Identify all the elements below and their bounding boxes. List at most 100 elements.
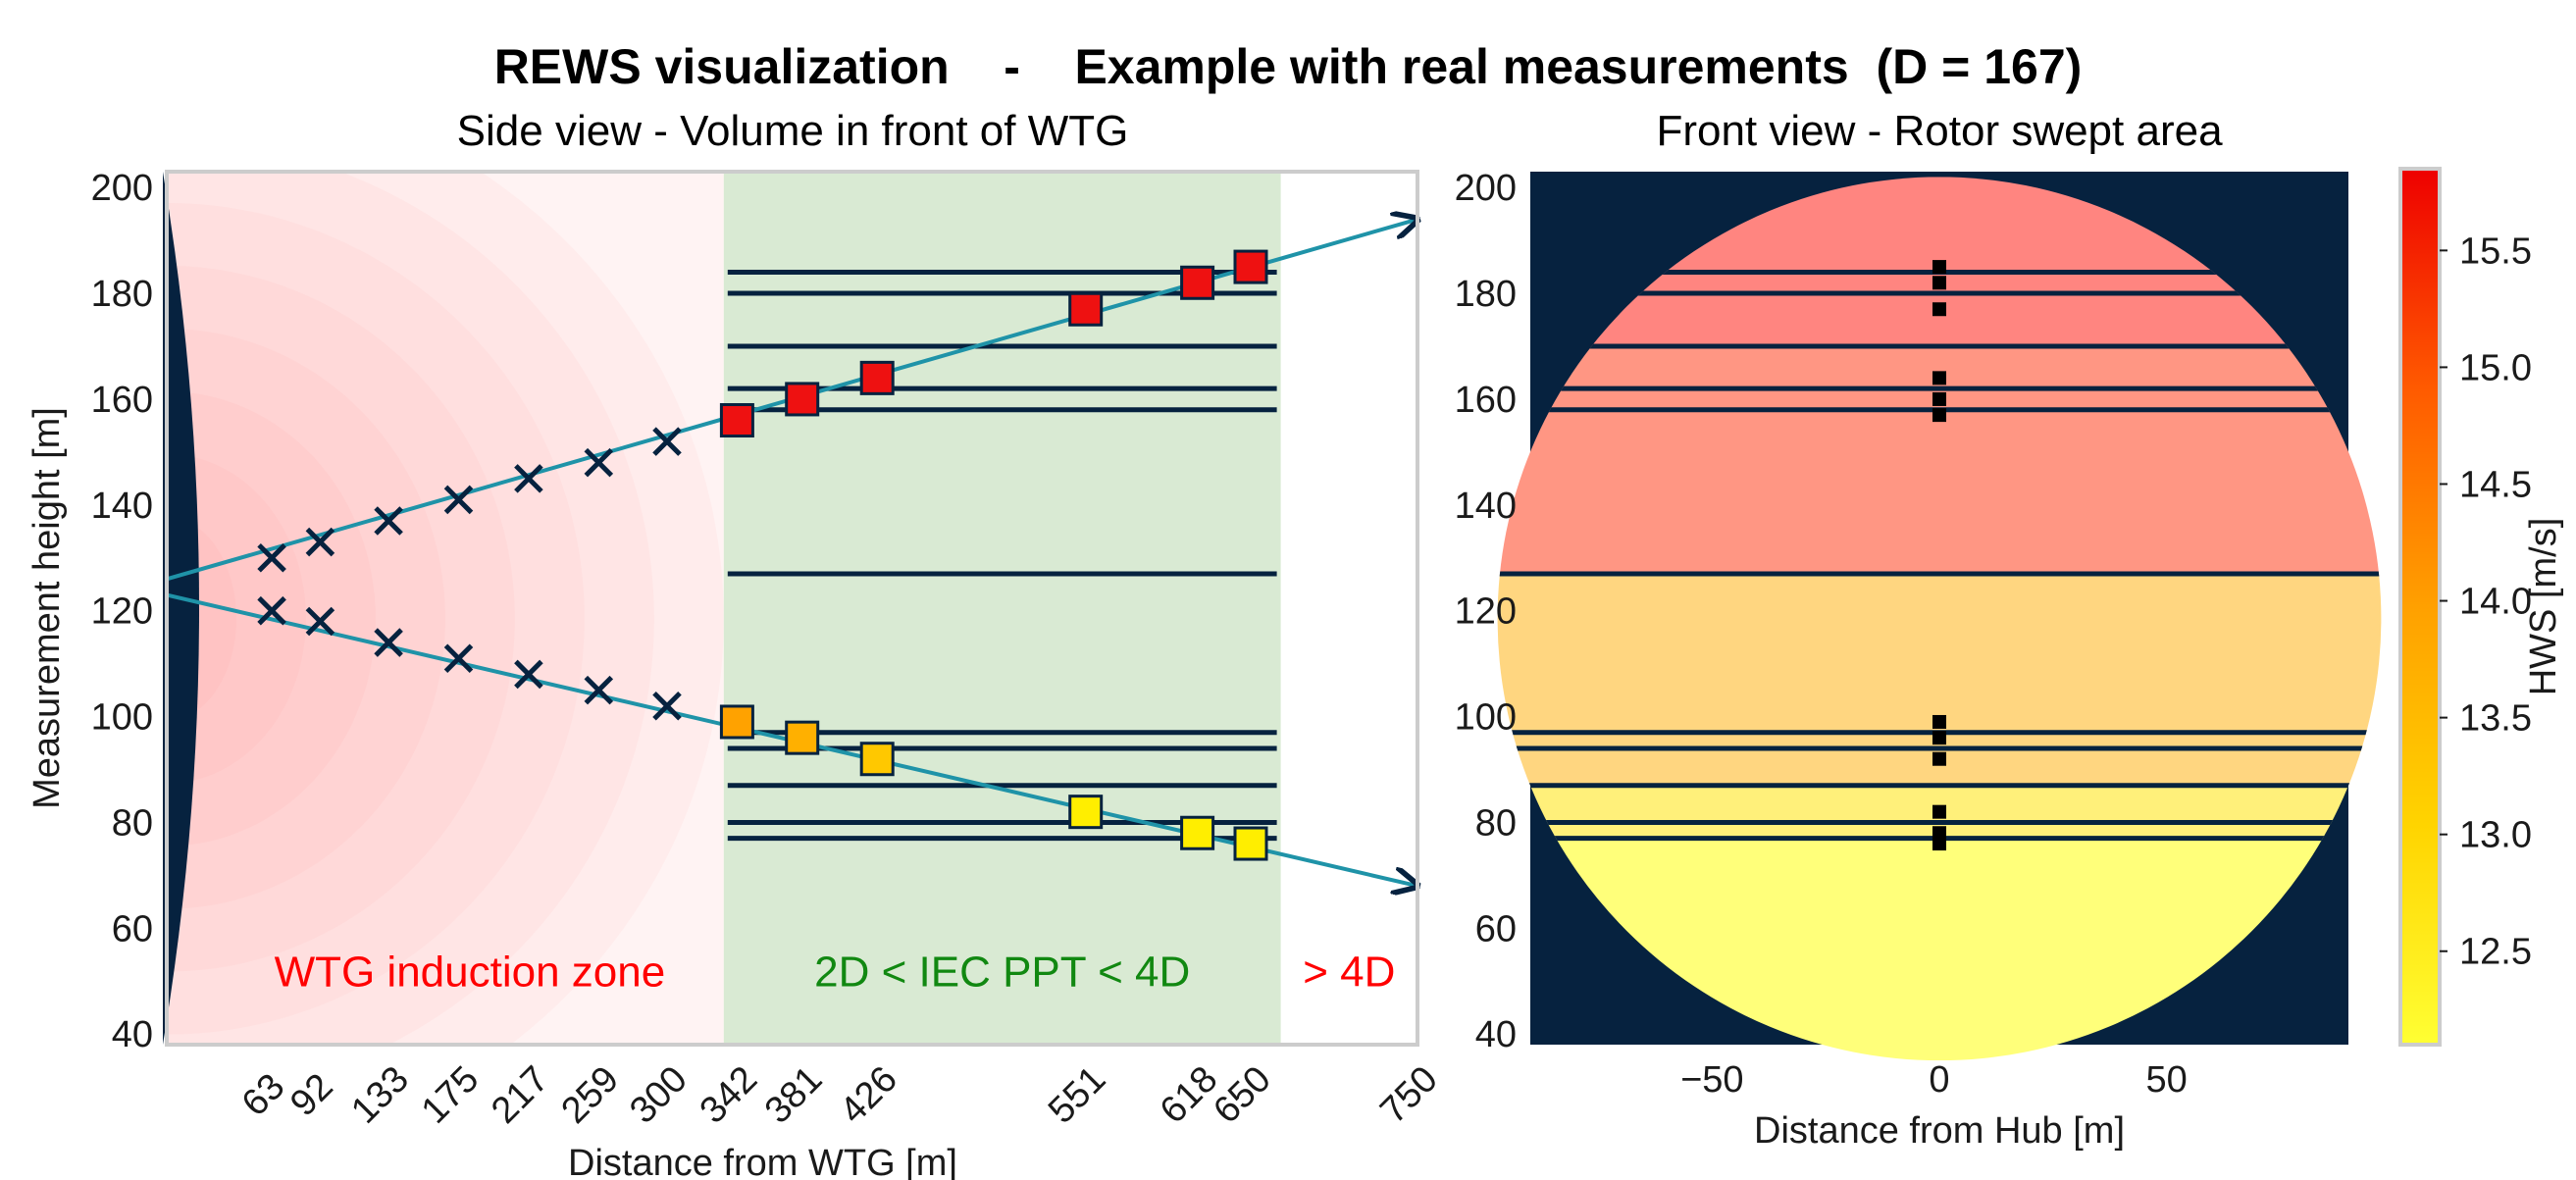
colorbar-tick-label: 14.5 [2459, 464, 2532, 505]
iec-zone-bg [723, 172, 1281, 1045]
y-tick-label: 140 [91, 486, 153, 527]
y-tick-label: 40 [112, 1014, 153, 1055]
colorbar: 12.5 13.0 13.5 14.0 14.5 15.0 15.5 HWS [m/s] [2398, 167, 2564, 1047]
square-marker [785, 382, 820, 417]
x-marker [374, 628, 403, 657]
square-marker [859, 742, 895, 777]
induction-zone-label: WTG induction zone [275, 949, 666, 997]
hub-marker [1932, 260, 1946, 275]
front-view-y-ticks: 40 60 80 100 120 140 160 180 200 [1455, 168, 1517, 1055]
hub-marker [1932, 826, 1946, 841]
colorbar-tick-label: 15.5 [2459, 231, 2532, 272]
hub-marker [1932, 731, 1946, 745]
square-marker [1180, 815, 1215, 850]
hub-marker [1932, 276, 1946, 290]
x-marker [514, 464, 543, 493]
y-tick-label: 40 [1475, 1014, 1517, 1055]
induction-zone-bg [167, 172, 724, 1045]
hub-marker [1932, 408, 1946, 423]
square-marker [1180, 265, 1215, 300]
colorbar-gradient [2398, 167, 2442, 1047]
x-marker [374, 506, 403, 536]
y-tick-label: 120 [91, 591, 153, 633]
square-marker [1233, 826, 1268, 861]
x-tick-label: 217 [484, 1058, 557, 1132]
y-tick-label: 100 [1455, 697, 1517, 739]
x-tick-label: 0 [1929, 1059, 1949, 1101]
front-view-title: Front view - Rotor swept area [1656, 107, 2223, 155]
figure-title: REWS visualization - Example with real m… [494, 39, 2083, 94]
x-marker [584, 447, 614, 478]
measurement-points [257, 249, 1268, 861]
hub-marker [1932, 804, 1946, 819]
y-tick-label: 80 [112, 802, 153, 844]
side-view-panel: Side view - Volume in front of WTG WTG i… [26, 107, 1446, 1180]
y-tick-label: 160 [1455, 380, 1517, 421]
x-tick-label: 650 [1206, 1058, 1279, 1132]
x-tick-label: 175 [414, 1058, 488, 1132]
x-tick-label: 342 [693, 1058, 766, 1132]
y-tick-label: 160 [91, 380, 153, 421]
side-view-frame [165, 170, 1419, 1047]
front-view-panel: Front view - Rotor swept area 40 60 80 100 1… [1455, 107, 2382, 1152]
colorbar-ticks: 12.5 13.0 13.5 14.0 14.5 15.0 15.5 [2440, 231, 2532, 973]
x-marker [305, 527, 335, 557]
x-tick-label: 50 [2146, 1059, 2188, 1101]
hub-marker [1932, 391, 1946, 406]
front-view-x-label: Distance from Hub [m] [1754, 1110, 2125, 1152]
induction-ring [167, 172, 654, 1045]
hub-markers [1932, 260, 1946, 851]
square-marker [859, 360, 895, 395]
y-tick-label: 60 [112, 908, 153, 949]
square-marker [719, 403, 754, 438]
x-marker [305, 606, 335, 637]
x-tick-label: 259 [554, 1058, 628, 1132]
x-marker [652, 692, 682, 721]
x-tick-label: −50 [1680, 1059, 1743, 1101]
hub-marker [1932, 371, 1946, 385]
hub-marker [1932, 837, 1946, 851]
x-tick-label: 133 [343, 1058, 417, 1132]
x-tick-label: 426 [832, 1058, 905, 1132]
colorbar-tick-label: 12.5 [2459, 932, 2532, 973]
colorbar-tick-label: 13.0 [2459, 815, 2532, 856]
x-tick-label: 750 [1372, 1058, 1446, 1132]
x-marker [257, 542, 286, 573]
y-tick-label: 140 [1455, 486, 1517, 527]
colorbar-tick-label: 13.5 [2459, 698, 2532, 740]
y-tick-label: 180 [1455, 274, 1517, 315]
x-marker [443, 485, 474, 515]
x-marker [584, 675, 614, 705]
induction-ring [167, 453, 306, 784]
side-view-y-ticks: 40 60 80 100 120 140 160 180 200 [91, 168, 153, 1055]
iec-zone-label: 2D < IEC PPT < 4D [814, 949, 1190, 997]
x-tick-label: 300 [622, 1058, 696, 1132]
y-tick-label: 200 [1455, 168, 1517, 209]
colorbar-label: HWS [m/s] [2523, 518, 2564, 696]
y-tick-label: 200 [91, 168, 153, 209]
side-view-x-label: Distance from WTG [m] [568, 1143, 957, 1180]
y-tick-label: 180 [91, 274, 153, 315]
square-marker [785, 720, 820, 755]
square-marker [719, 704, 754, 740]
x-marker [652, 427, 682, 456]
x-tick-label: 92 [283, 1066, 341, 1125]
hub-marker [1932, 714, 1946, 729]
square-marker [1068, 291, 1104, 327]
hub-marker [1932, 302, 1946, 317]
x-tick-label: 381 [757, 1058, 831, 1132]
side-view-title: Side view - Volume in front of WTG [457, 107, 1129, 155]
beyond-zone-label: > 4D [1303, 949, 1395, 997]
zone-labels: WTG induction zone 2D < IEC PPT < 4D > 4D [275, 949, 1396, 997]
side-view-y-label: Measurement height [m] [26, 407, 68, 809]
square-marker [1233, 249, 1268, 284]
colorbar-tick-label: 15.0 [2459, 347, 2532, 388]
front-view-x-ticks: −50 0 50 [1680, 1059, 2188, 1101]
zone-backgrounds [167, 172, 1417, 1045]
y-tick-label: 100 [91, 697, 153, 739]
x-marker [514, 659, 543, 690]
y-tick-label: 60 [1475, 908, 1517, 949]
y-tick-label: 120 [1455, 591, 1517, 633]
x-marker [257, 595, 286, 626]
